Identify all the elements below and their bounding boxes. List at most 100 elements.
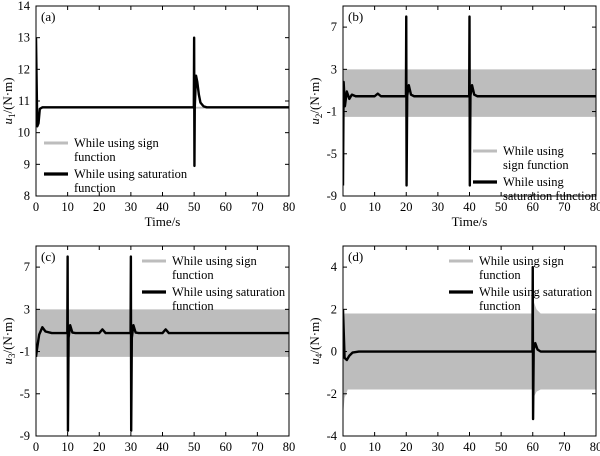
y-axis-title: u1/(N·m) xyxy=(0,77,17,124)
x-tick-label: 80 xyxy=(590,200,600,214)
x-axis-title: Time/s xyxy=(452,454,488,456)
y-tick-label: -9 xyxy=(327,189,337,203)
x-tick-label: 50 xyxy=(495,200,508,214)
y-axis-title: u4/(N·m) xyxy=(307,317,324,364)
legend-label: While using xyxy=(503,175,565,189)
y-tick-label: 4 xyxy=(331,260,338,274)
x-tick-label: 60 xyxy=(220,440,233,454)
series-saturation-line xyxy=(343,265,596,421)
y-tick-label: -1 xyxy=(327,105,337,119)
legend-label-cont: function xyxy=(479,268,521,282)
legend-label-cont: sign function xyxy=(503,158,569,172)
y-axis-unit: /(N·m) xyxy=(307,317,322,353)
legend-label-cont: function xyxy=(479,299,521,313)
y-tick-label: 0 xyxy=(331,345,337,359)
x-tick-label: 80 xyxy=(283,200,296,214)
x-tick-label: 30 xyxy=(125,200,138,214)
x-tick-label: 10 xyxy=(61,440,74,454)
plot-area xyxy=(343,265,596,421)
series-saturation-line xyxy=(36,255,289,432)
x-tick-label: 10 xyxy=(368,200,381,214)
y-axis-subscript: 1 xyxy=(7,114,17,119)
panel-label: (b) xyxy=(348,9,363,24)
x-tick-label: 70 xyxy=(558,440,571,454)
x-tick-label: 40 xyxy=(463,200,476,214)
y-axis-subscript: 4 xyxy=(314,353,324,358)
y-tick-label: 7 xyxy=(24,260,30,274)
legend-label-cont: function xyxy=(172,268,214,282)
x-axis-title: Time/s xyxy=(145,454,181,456)
x-tick-label: 80 xyxy=(283,440,296,454)
x-tick-label: 80 xyxy=(590,440,600,454)
legend-label: While using saturation xyxy=(172,285,286,299)
series-sign-band xyxy=(36,37,289,130)
y-axis-unit: /(N·m) xyxy=(0,317,15,353)
legend-label: While using sign xyxy=(172,254,257,268)
y-axis-title: u2/(N·m) xyxy=(307,77,324,124)
legend-label: While using saturation xyxy=(74,167,188,181)
x-tick-label: 40 xyxy=(463,440,476,454)
x-tick-label: 0 xyxy=(33,440,39,454)
y-tick-label: 3 xyxy=(331,62,337,76)
x-tick-label: 40 xyxy=(156,440,169,454)
x-tick-label: 30 xyxy=(432,200,445,214)
y-tick-label: 14 xyxy=(18,0,31,13)
y-tick-label: -4 xyxy=(327,429,338,443)
panel-label: (d) xyxy=(348,249,363,264)
x-tick-label: 70 xyxy=(251,200,264,214)
x-tick-label: 50 xyxy=(188,440,201,454)
y-axis-symbol: u xyxy=(0,118,15,125)
y-axis-unit: /(N·m) xyxy=(307,77,322,113)
y-tick-label: 2 xyxy=(331,302,337,316)
y-axis-unit: /(N·m) xyxy=(0,77,15,113)
x-tick-label: 0 xyxy=(33,200,39,214)
series-sign-band xyxy=(343,300,596,415)
panel-b: 0 10 20 30 40 50 60 70 80 -9 -5 -1 3 7 Time/s u2/(N·m) (… xyxy=(307,5,600,229)
y-tick-label: 9 xyxy=(24,157,30,171)
x-tick-label: 50 xyxy=(495,440,508,454)
y-tick-label: -1 xyxy=(20,345,30,359)
x-tick-label: 30 xyxy=(125,440,138,454)
legend-label-cont: saturation function xyxy=(503,189,598,203)
plot-area xyxy=(36,36,289,168)
y-axis-subscript: 3 xyxy=(7,353,17,358)
x-axis-title: Time/s xyxy=(452,214,488,229)
x-tick-label: 30 xyxy=(432,440,445,454)
y-tick-label: 13 xyxy=(18,31,31,45)
x-tick-label: 50 xyxy=(188,200,201,214)
panel-label: (c) xyxy=(41,249,55,264)
y-tick-label: -2 xyxy=(327,387,337,401)
legend-label-cont: function xyxy=(74,150,116,164)
legend-label: While using saturation xyxy=(479,285,593,299)
x-tick-label: 70 xyxy=(251,440,264,454)
plot-area xyxy=(343,15,596,187)
x-tick-label: 20 xyxy=(93,200,106,214)
series-saturation-line xyxy=(343,15,596,187)
x-tick-label: 60 xyxy=(527,440,540,454)
y-tick-label: 11 xyxy=(18,94,30,108)
x-tick-label: 70 xyxy=(558,200,571,214)
x-tick-label: 60 xyxy=(220,200,233,214)
y-tick-label: 10 xyxy=(18,126,31,140)
plot-area xyxy=(36,255,289,432)
y-tick-label: 3 xyxy=(24,302,30,316)
y-tick-label: -5 xyxy=(327,147,337,161)
y-tick-label: 8 xyxy=(24,189,30,203)
y-axis-title: u3/(N·m) xyxy=(0,317,17,364)
legend-label-cont: function xyxy=(74,181,116,195)
panel-label: (a) xyxy=(41,9,55,24)
legend-label: While using sign xyxy=(479,254,564,268)
x-tick-label: 20 xyxy=(400,200,413,214)
panel-a: 0 10 20 30 40 50 60 70 80 8 9 10 11 12 13 14 Time/s u1/(N… xyxy=(0,0,295,229)
y-axis-symbol: u xyxy=(307,118,322,125)
y-tick-label: 12 xyxy=(18,62,31,76)
x-tick-label: 0 xyxy=(340,200,346,214)
x-tick-label: 40 xyxy=(156,200,169,214)
y-axis-subscript: 2 xyxy=(314,114,324,119)
y-axis-symbol: u xyxy=(0,358,15,365)
x-tick-label: 10 xyxy=(61,200,74,214)
